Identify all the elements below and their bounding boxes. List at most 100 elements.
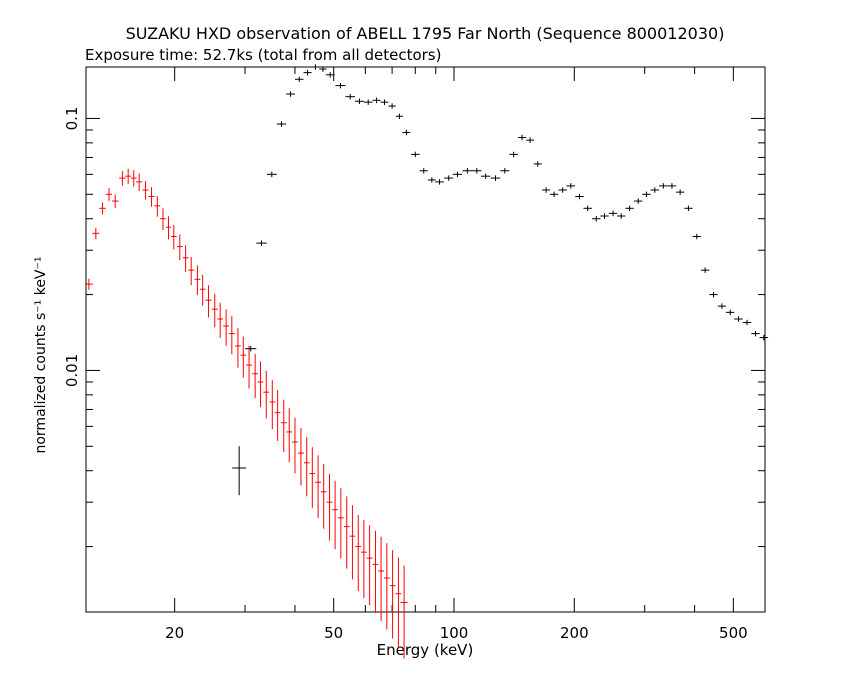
y-axis-label: normalized counts s⁻¹ keV⁻¹	[33, 256, 49, 453]
black-data-point	[526, 137, 534, 143]
black-data-point	[533, 161, 542, 167]
red-data-point	[154, 195, 161, 217]
black-data-point	[742, 319, 752, 326]
black-data-point	[600, 213, 609, 219]
red-data-point	[136, 173, 143, 191]
red-data-point	[223, 309, 230, 346]
black-data-point	[295, 76, 304, 83]
red-data-point	[99, 202, 106, 215]
red-data-point	[125, 168, 132, 185]
black-data-point	[642, 191, 651, 198]
black-data-point	[462, 168, 473, 174]
red-data-point	[142, 181, 149, 200]
axis-ticks	[86, 67, 766, 612]
red-data-point	[240, 336, 247, 378]
red-data-point	[131, 170, 137, 187]
red-data-point	[160, 208, 166, 231]
red-data-point	[280, 399, 287, 452]
black-data-point	[575, 193, 584, 200]
plot-frame	[85, 66, 766, 613]
black-data-point	[659, 183, 668, 189]
black-data-point	[410, 151, 420, 158]
red-data-point	[298, 428, 304, 486]
red-data-point	[182, 245, 189, 272]
black-data-point	[372, 97, 381, 104]
black-data-point	[542, 187, 551, 193]
black-data-point	[692, 233, 701, 240]
x-tick-label: 50	[324, 624, 343, 642]
black-data-point	[380, 99, 389, 105]
red-data-point	[315, 455, 321, 519]
red-data-point	[205, 285, 212, 318]
red-data-point	[92, 227, 100, 240]
black-data-point	[325, 72, 335, 78]
red-data-point	[84, 278, 93, 290]
black-data-point	[435, 179, 444, 185]
black-data-point	[395, 113, 403, 120]
x-tick-label: 500	[719, 624, 748, 642]
red-data-point	[111, 194, 119, 209]
black-data-point	[402, 129, 411, 136]
black-data-point	[617, 213, 626, 219]
red-data-point	[252, 353, 259, 399]
black-data-point	[717, 303, 727, 309]
black-data-point	[650, 187, 660, 193]
series-black	[232, 64, 769, 496]
black-data-point	[427, 177, 436, 183]
black-data-point	[676, 189, 685, 195]
red-data-point	[257, 361, 264, 408]
black-data-point	[276, 121, 287, 127]
black-data-point	[444, 175, 454, 181]
x-tick-label: 20	[165, 624, 184, 642]
black-data-point	[566, 183, 576, 189]
black-data-point	[734, 316, 743, 322]
black-data-point	[311, 64, 320, 70]
black-data-point	[700, 267, 710, 273]
black-data-point	[517, 134, 527, 141]
black-data-point	[388, 103, 396, 109]
black-data-point	[472, 168, 482, 174]
red-data-point	[383, 543, 390, 630]
red-data-point	[188, 256, 195, 286]
black-data-point	[303, 69, 312, 76]
black-data-point	[480, 173, 491, 179]
red-data-point	[389, 550, 396, 639]
chart-title: SUZAKU HXD observation of ABELL 1795 Far…	[126, 24, 725, 43]
black-data-point	[266, 171, 277, 178]
black-data-point	[335, 82, 346, 89]
black-data-point	[558, 187, 567, 193]
red-data-point	[337, 488, 344, 559]
black-data-point	[759, 334, 769, 341]
x-tick-label: 100	[440, 624, 469, 642]
red-data-point	[372, 530, 379, 613]
black-data-point	[354, 98, 364, 105]
red-data-point	[176, 234, 183, 261]
red-data-point	[355, 515, 362, 592]
black-data-point	[608, 210, 618, 217]
black-data-point	[345, 93, 355, 100]
red-data-point	[349, 505, 356, 580]
red-data-point	[170, 225, 177, 250]
black-data-point	[625, 205, 634, 212]
red-data-point	[378, 536, 384, 621]
black-data-point	[583, 205, 592, 212]
x-axis-label: Energy (keV)	[377, 641, 474, 659]
black-data-point	[490, 175, 501, 181]
red-data-point	[332, 480, 338, 550]
red-data-point	[286, 408, 293, 463]
red-data-point	[235, 328, 241, 368]
red-data-point	[361, 519, 367, 599]
red-data-point	[194, 265, 201, 296]
red-data-point	[309, 447, 316, 509]
black-data-point	[452, 171, 463, 178]
chart-subtitle: Exposure time: 52.7ks (total from all de…	[85, 46, 441, 64]
x-tick-labels: 20 50 100 200 500	[165, 624, 748, 642]
black-data-point	[509, 151, 518, 158]
red-data-point	[269, 380, 276, 430]
red-data-point	[326, 473, 333, 541]
red-data-point	[263, 371, 270, 419]
red-data-point	[119, 171, 126, 186]
black-data-point	[709, 291, 718, 298]
